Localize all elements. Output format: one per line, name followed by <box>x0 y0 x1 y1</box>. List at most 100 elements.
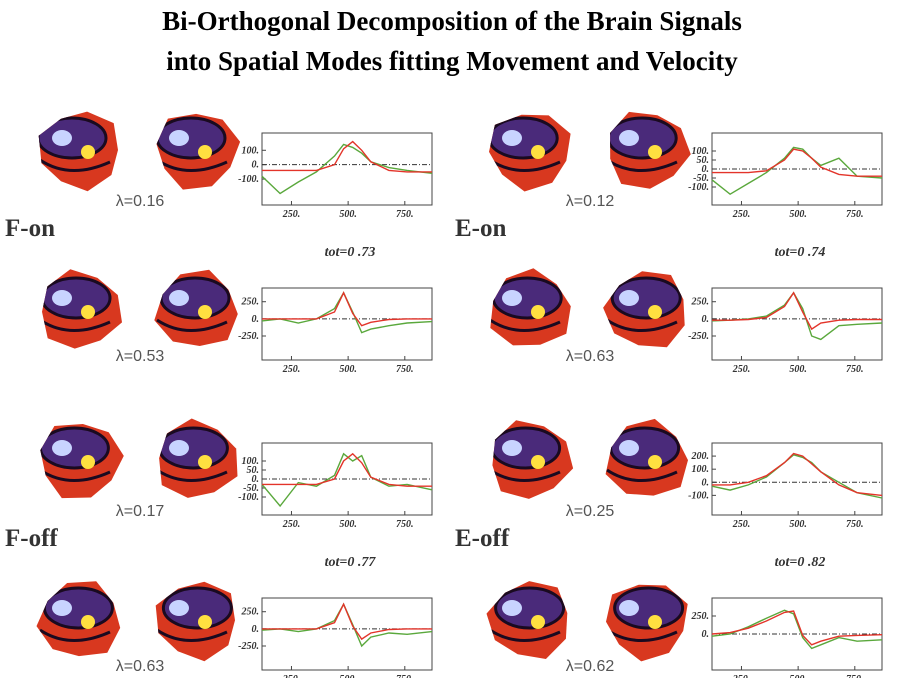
panel-label: E-on <box>455 215 507 242</box>
y-tick-label: -250. <box>238 331 259 342</box>
tot-label: tot=0 .73 <box>325 245 376 260</box>
map-yellow <box>531 455 545 469</box>
tot-label: tot=0 .82 <box>775 555 826 570</box>
x-tick-label: 750. <box>396 519 414 530</box>
map-blue <box>502 290 522 306</box>
map-dark <box>157 118 225 158</box>
x-tick-label: 500. <box>339 364 357 375</box>
x-tick-label: 500. <box>789 209 807 220</box>
x-tick-label: 250. <box>282 519 301 530</box>
y-tick-label: 100. <box>692 464 710 475</box>
x-tick-label: 250. <box>732 674 751 678</box>
map-yellow <box>531 145 545 159</box>
map-blue <box>169 440 189 456</box>
panel-label: F-off <box>5 525 58 552</box>
map-yellow <box>198 615 212 629</box>
map-blue <box>52 440 72 456</box>
brain-map <box>485 415 575 505</box>
x-tick-label: 250. <box>282 364 301 375</box>
brain-map <box>602 575 692 665</box>
x-tick-label: 500. <box>339 674 357 678</box>
series-line <box>262 142 432 172</box>
map-dark <box>608 118 676 158</box>
map-blue <box>52 600 72 616</box>
x-tick-label: 250. <box>732 364 751 375</box>
brain-map <box>35 415 125 505</box>
x-tick-label: 500. <box>339 519 357 530</box>
map-blue <box>502 130 522 146</box>
y-tick-label: 250. <box>691 611 710 622</box>
y-tick-label: 100. <box>242 145 260 156</box>
brain-map <box>602 265 692 355</box>
lambda-label: λ=0.62 <box>566 658 615 675</box>
x-tick-label: 750. <box>396 674 414 678</box>
map-blue <box>169 130 189 146</box>
map-yellow <box>531 615 545 629</box>
map-blue <box>169 600 189 616</box>
x-tick-label: 500. <box>789 674 807 678</box>
title-line: Bi-Orthogonal Decomposition of the Brain… <box>162 6 742 36</box>
x-tick-label: 500. <box>789 364 807 375</box>
lambda-label: λ=0.63 <box>116 658 165 675</box>
lambda-label: λ=0.63 <box>566 348 615 365</box>
x-tick-label: 500. <box>789 519 807 530</box>
x-tick-label: 500. <box>339 209 357 220</box>
x-tick-label: 750. <box>396 364 414 375</box>
series-line <box>262 604 432 646</box>
series-line <box>712 611 882 645</box>
map-yellow <box>648 145 662 159</box>
lambda-label: λ=0.12 <box>566 193 615 210</box>
title-line: into Spatial Modes fitting Movement and … <box>166 46 738 76</box>
brain-map <box>152 105 242 195</box>
lambda-label: λ=0.25 <box>566 503 615 520</box>
map-dark <box>40 428 108 468</box>
series-line <box>712 454 882 496</box>
y-tick-label: 250. <box>691 297 710 308</box>
panel-label: F-on <box>5 215 55 242</box>
y-tick-label: -250. <box>238 641 259 652</box>
brain-map <box>152 575 242 665</box>
map-dark <box>489 118 557 158</box>
brain-map <box>485 105 575 195</box>
map-blue <box>52 130 72 146</box>
brain-map <box>602 415 692 505</box>
y-tick-label: 0. <box>252 624 260 635</box>
x-tick-label: 250. <box>282 674 301 678</box>
map-yellow <box>81 145 95 159</box>
y-tick-label: -100. <box>238 174 259 185</box>
y-tick-label: -100. <box>688 490 709 501</box>
map-blue <box>502 600 522 616</box>
map-blue <box>619 600 639 616</box>
brain-map <box>485 575 575 665</box>
map-yellow <box>198 455 212 469</box>
map-yellow <box>81 305 95 319</box>
brain-map <box>35 105 125 195</box>
brain-map <box>485 265 575 355</box>
brain-map <box>35 575 125 665</box>
lambda-label: λ=0.16 <box>116 193 165 210</box>
lambda-label: λ=0.17 <box>116 503 165 520</box>
map-blue <box>169 290 189 306</box>
tot-label: tot=0 .74 <box>775 245 826 260</box>
brain-map <box>152 265 242 355</box>
map-yellow <box>198 145 212 159</box>
y-tick-label: -250. <box>688 331 709 342</box>
y-tick-label: -100. <box>238 492 259 503</box>
brain-map <box>602 105 692 195</box>
map-yellow <box>198 305 212 319</box>
map-blue <box>502 440 522 456</box>
brain-map <box>35 265 125 355</box>
map-dark <box>492 428 560 468</box>
y-tick-label: 0. <box>702 477 710 488</box>
lambda-label: λ=0.53 <box>116 348 165 365</box>
x-tick-label: 750. <box>846 364 864 375</box>
x-tick-label: 750. <box>846 674 864 678</box>
series-line <box>262 145 432 194</box>
map-yellow <box>648 455 662 469</box>
x-tick-label: 750. <box>396 209 414 220</box>
map-yellow <box>648 615 662 629</box>
x-tick-label: 750. <box>846 519 864 530</box>
x-tick-label: 250. <box>282 209 301 220</box>
x-tick-label: 250. <box>732 519 751 530</box>
plot-frame <box>262 133 432 205</box>
